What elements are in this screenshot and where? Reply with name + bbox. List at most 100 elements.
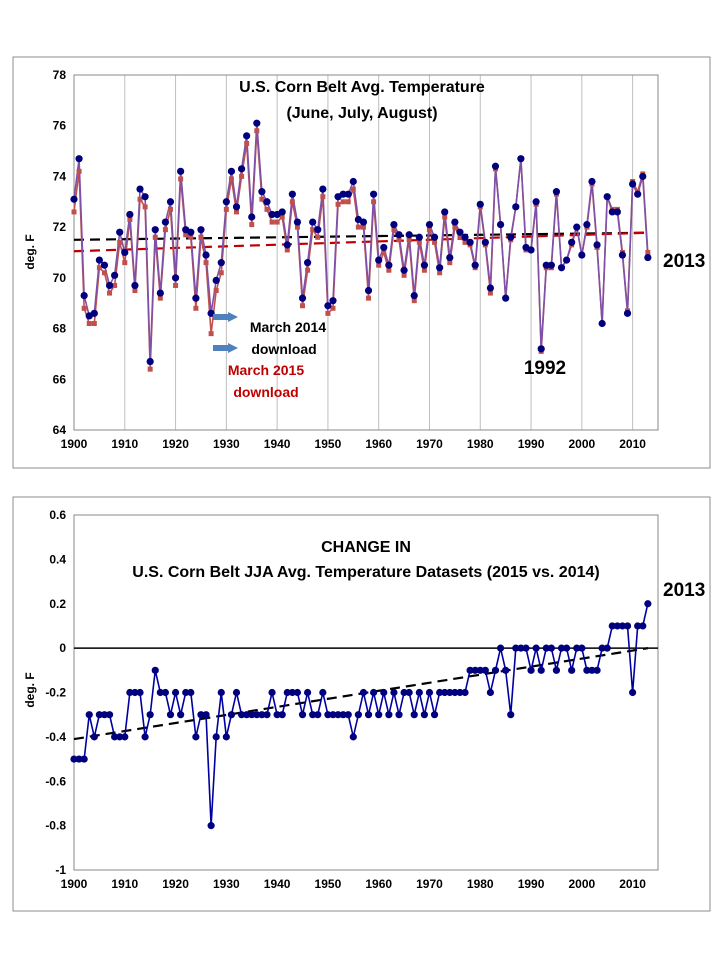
data-point	[344, 711, 352, 719]
plot-area	[73, 514, 659, 871]
series	[70, 600, 652, 830]
data-point	[562, 256, 571, 264]
data-point	[249, 222, 255, 228]
data-point	[116, 228, 124, 236]
data-point	[300, 303, 306, 309]
data-point	[557, 644, 566, 652]
data-point	[90, 309, 98, 317]
data-point	[395, 231, 403, 239]
data-point	[330, 305, 336, 311]
data-point	[223, 206, 229, 212]
data-point	[239, 173, 245, 179]
data-point	[151, 226, 159, 234]
data-point	[639, 172, 647, 181]
data-point	[349, 177, 357, 186]
data-point	[263, 711, 271, 719]
data-point	[76, 168, 82, 174]
data-point	[329, 297, 337, 305]
x-tick-label: 1910	[111, 877, 138, 891]
data-point	[121, 733, 129, 741]
data-point	[218, 270, 224, 276]
data-point	[405, 231, 413, 239]
data-point	[371, 199, 377, 205]
data-point	[116, 733, 124, 741]
y-tick-label: 0.6	[49, 508, 66, 522]
data-point	[339, 711, 347, 719]
data-point	[400, 688, 408, 697]
data-point	[146, 711, 154, 719]
data-point	[425, 221, 434, 229]
data-point	[598, 319, 606, 328]
data-point	[237, 165, 246, 173]
data-point	[258, 188, 266, 196]
data-point	[359, 218, 368, 226]
data-point	[319, 688, 327, 697]
data-point	[161, 688, 170, 697]
data-point	[141, 193, 149, 201]
data-point	[502, 294, 510, 302]
data-point	[491, 162, 500, 170]
data-point	[502, 666, 510, 674]
data-point	[441, 208, 449, 216]
data-point	[537, 666, 545, 674]
x-tick-label: 1940	[264, 437, 291, 451]
data-point	[349, 733, 357, 741]
data-point	[396, 237, 402, 243]
data-point	[284, 247, 290, 253]
data-point	[309, 711, 317, 719]
data-point	[227, 167, 236, 175]
x-tick-label: 2010	[619, 877, 646, 891]
data-point	[420, 261, 428, 269]
data-point	[90, 733, 98, 741]
data-point	[157, 295, 163, 301]
series	[70, 119, 652, 372]
data-point	[283, 241, 291, 249]
data-point	[421, 267, 427, 273]
data-point	[147, 366, 153, 372]
data-point	[152, 234, 158, 240]
data-point	[613, 208, 621, 216]
data-point	[136, 688, 144, 697]
y-tick-label: 66	[53, 372, 67, 386]
label-march-2015-line1: March 2015	[228, 362, 304, 378]
data-point	[80, 292, 88, 300]
data-point	[339, 190, 347, 198]
data-point	[146, 357, 154, 366]
x-tick-labels: 1900 1910 1920 1930 1940 1950 1960 1970 1980 1990…	[61, 877, 647, 891]
data-point	[248, 213, 256, 221]
data-point	[639, 622, 647, 630]
data-point	[557, 264, 566, 272]
data-point	[288, 190, 296, 198]
data-point	[471, 261, 479, 269]
data-point	[583, 221, 591, 229]
data-point	[385, 261, 393, 269]
data-point	[391, 227, 397, 233]
data-point	[222, 733, 230, 741]
data-point	[344, 190, 352, 198]
data-point	[122, 260, 128, 266]
data-point	[415, 233, 423, 241]
y-tick-labels: -1 -0.8 -0.6 -0.4 -0.2 0 0.2 0.4 0.6	[45, 508, 66, 877]
data-point	[573, 644, 581, 652]
data-point	[593, 241, 601, 249]
data-point	[380, 243, 388, 252]
data-point	[487, 290, 493, 296]
x-tick-label: 1980	[467, 437, 494, 451]
data-point	[410, 292, 418, 300]
data-point	[588, 177, 596, 186]
data-point	[217, 259, 225, 267]
data-point	[151, 666, 159, 674]
x-tick-label: 1900	[61, 877, 88, 891]
data-point	[542, 644, 550, 652]
data-point	[293, 218, 302, 226]
data-point	[111, 733, 119, 741]
data-point	[481, 666, 489, 674]
data-point	[416, 239, 422, 245]
data-point	[527, 666, 535, 674]
data-point	[354, 711, 362, 719]
data-point	[430, 711, 439, 719]
label-march-2014-line1: March 2014	[250, 319, 326, 335]
data-point	[96, 265, 102, 271]
x-tick-label: 1980	[467, 877, 494, 891]
data-point	[603, 644, 611, 652]
